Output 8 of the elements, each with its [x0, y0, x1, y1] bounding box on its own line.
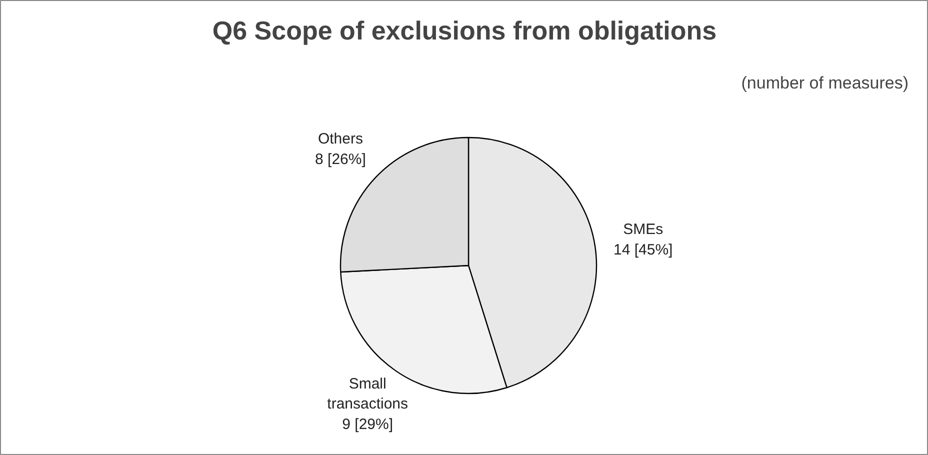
- slice-label: Small transactions: [327, 375, 408, 413]
- data-label: 14 [45%]: [614, 242, 673, 259]
- chart-title: Q6 Scope of exclusions from obligations: [212, 16, 717, 46]
- text: (number of measures): [741, 74, 909, 92]
- data-label: 8 [26%]: [315, 150, 366, 168]
- slice-label: SMEs: [623, 221, 664, 238]
- data-label: 9 [29%]: [342, 416, 394, 434]
- slice-label: Others: [318, 130, 363, 148]
